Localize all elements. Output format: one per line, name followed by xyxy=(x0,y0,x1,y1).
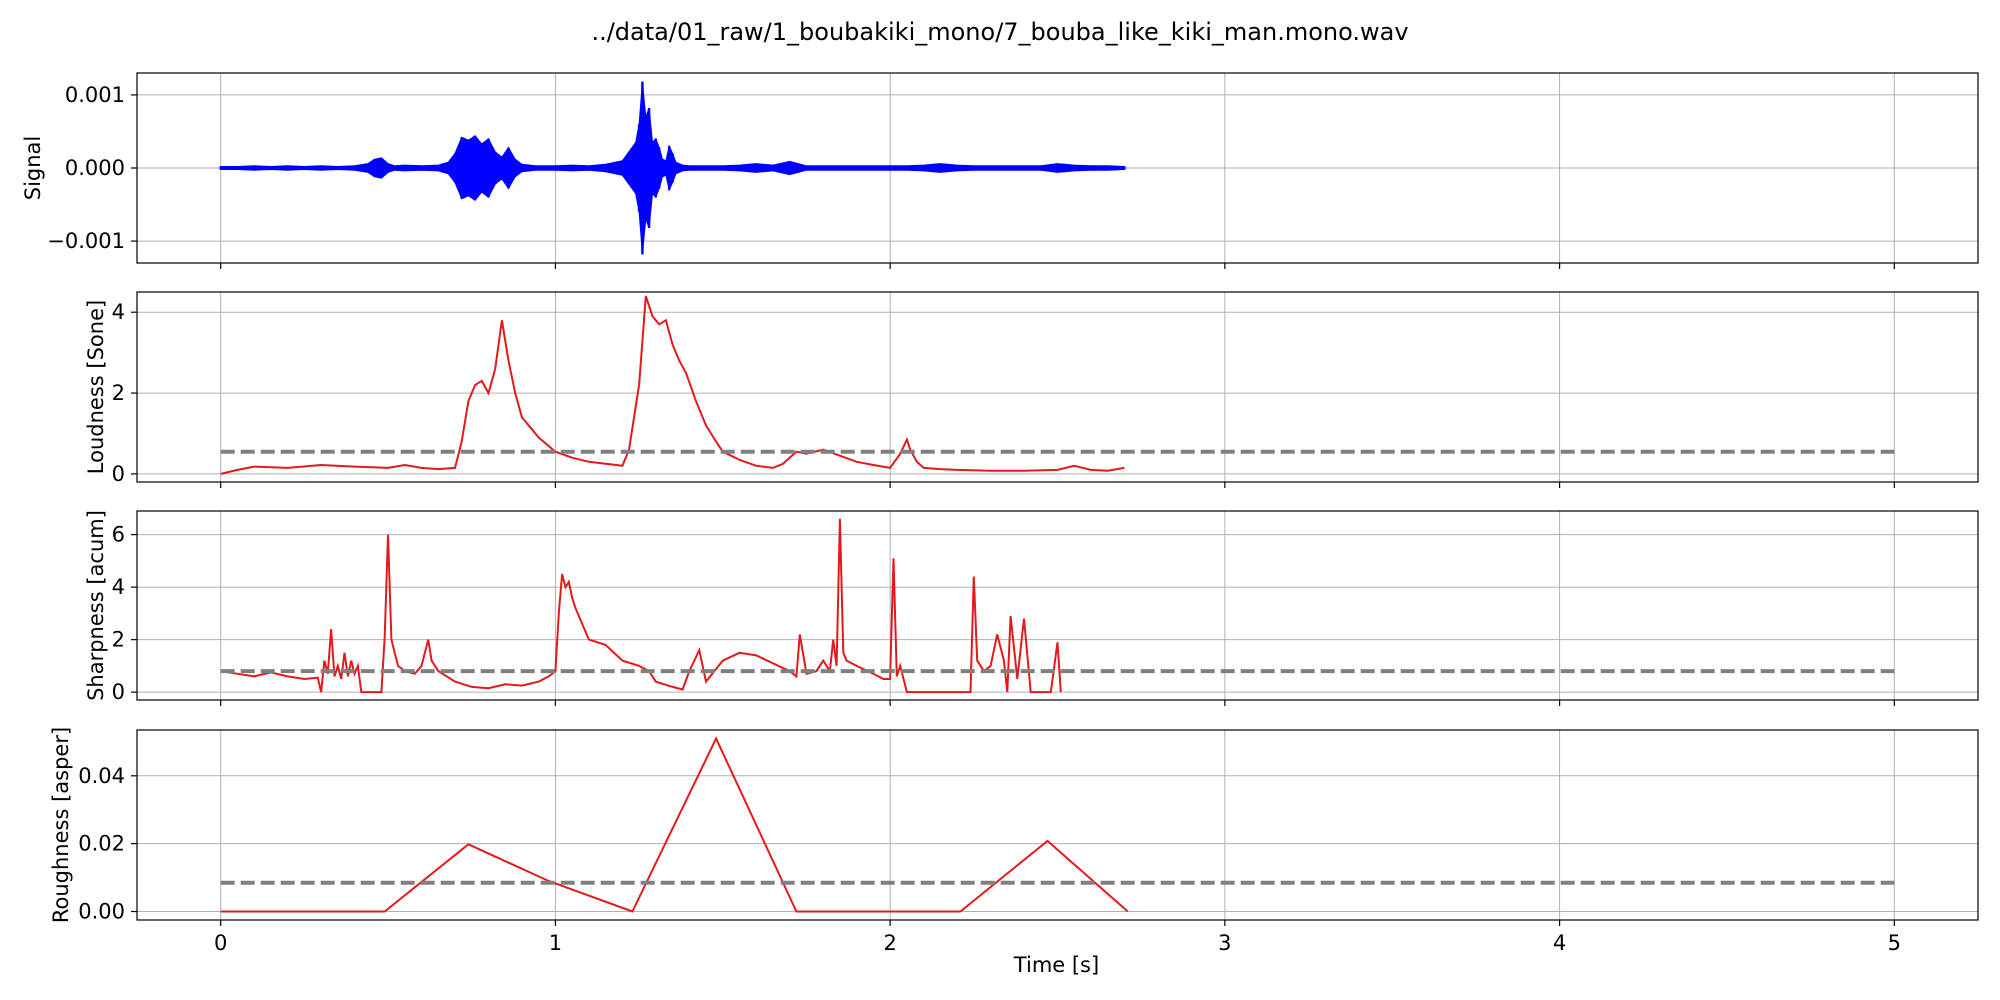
sharpness-axes-frame xyxy=(136,510,1979,701)
signal-ytick-label: 0.000 xyxy=(65,156,125,180)
roughness-series-line xyxy=(220,736,1129,913)
loudness-ylabel: Loudness [Sone] xyxy=(84,300,108,474)
sharpness-ylabel: Sharpness [acum] xyxy=(84,510,108,701)
loudness-series-line xyxy=(220,295,1125,475)
roughness-xtick-label: 1 xyxy=(549,931,562,955)
roughness-ytick-label: 0.00 xyxy=(78,900,125,924)
signal-ytick-label: 0.001 xyxy=(65,83,125,107)
signal-series-envelope-fill xyxy=(220,81,1125,255)
roughness-xtick-label: 4 xyxy=(1553,931,1566,955)
sharpness-series-line xyxy=(220,518,1062,694)
sharpness-ytick-label: 4 xyxy=(112,575,125,599)
sharpness-ytick-label: 6 xyxy=(112,523,125,547)
roughness-ytick-label: 0.04 xyxy=(78,764,125,788)
loudness-ytick-label: 4 xyxy=(112,300,125,324)
roughness-xtick-label: 3 xyxy=(1218,931,1231,955)
roughness-ylabel: Roughness [asper] xyxy=(49,727,73,923)
sharpness-ytick-label: 0 xyxy=(112,680,125,704)
signal-ylabel: Signal xyxy=(21,136,45,201)
roughness-ytick-label: 0.02 xyxy=(78,832,125,856)
roughness-xtick-label: 2 xyxy=(883,931,896,955)
roughness-xtick-label: 0 xyxy=(214,931,227,955)
roughness-axes-frame xyxy=(136,729,1979,921)
loudness-ytick-label: 0 xyxy=(112,462,125,486)
signal-panel: −0.001 0.000 0.001 Signal xyxy=(21,72,1979,269)
sharpness-ytick-label: 2 xyxy=(112,628,125,652)
roughness-xtick-label: 5 xyxy=(1888,931,1901,955)
loudness-axes-frame xyxy=(136,291,1979,483)
figure-title: ../data/01_raw/1_boubakiki_mono/7_bouba_… xyxy=(591,18,1408,46)
loudness-ytick-label: 2 xyxy=(112,381,125,405)
signal-ytick-label: −0.001 xyxy=(47,229,125,253)
roughness-xlabel: Time [s] xyxy=(1013,953,1099,977)
